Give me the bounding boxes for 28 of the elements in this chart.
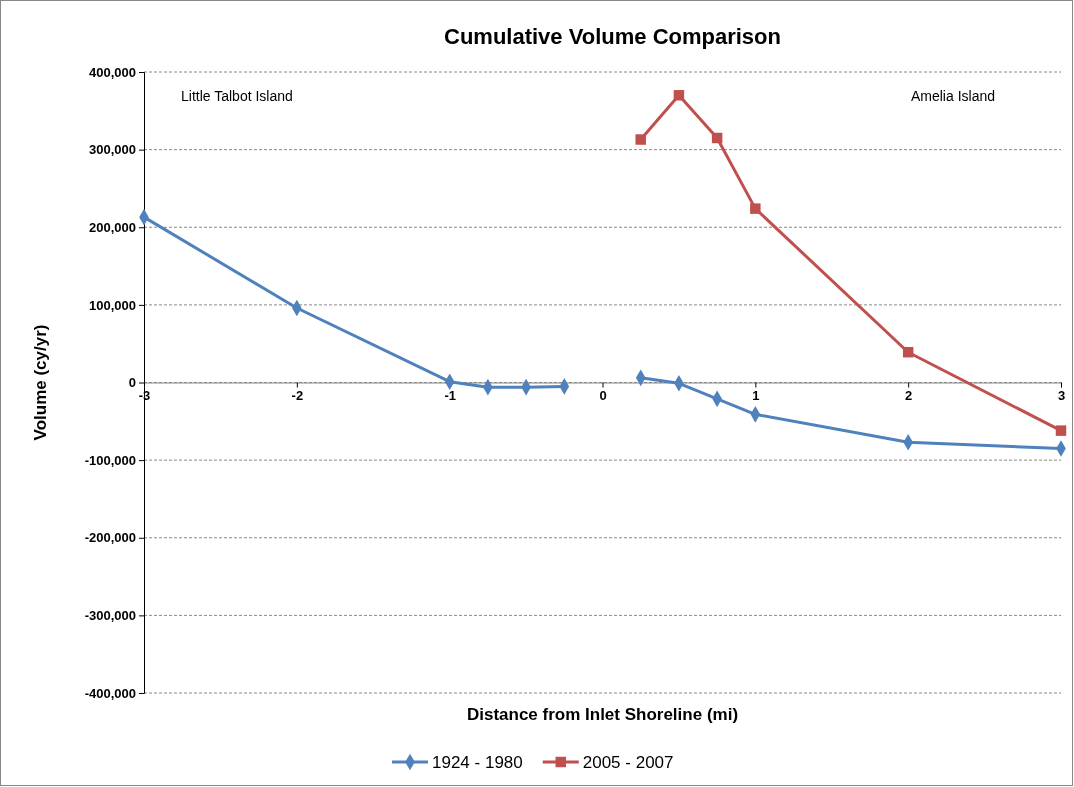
y-tick-label: -100,000: [84, 452, 136, 468]
point: [1055, 425, 1067, 436]
y-tick-label: -400,000: [84, 685, 136, 701]
y-tick-label: 100,000: [89, 297, 136, 313]
chart-title: Cumulative Volume Comparison: [444, 24, 781, 49]
x-tick-label: 0: [599, 387, 607, 403]
x-tick-label: -1: [444, 387, 456, 403]
y-tick-label: 200,000: [89, 219, 136, 235]
y-tick-label: 400,000: [89, 64, 136, 80]
point: [711, 132, 723, 144]
annotation: Little Talbot Island: [181, 88, 293, 104]
legend-label: 1924 - 1980: [432, 753, 523, 772]
x-axis-title: Distance from Inlet Shoreline (mi): [466, 705, 739, 724]
x-tick-label: 2: [905, 387, 913, 403]
point: [902, 346, 914, 358]
legend-label: 2005 - 2007: [582, 753, 674, 772]
point: [750, 203, 761, 214]
annotation: Amelia Island: [910, 88, 995, 104]
y-tick-label: 300,000: [89, 142, 136, 158]
x-tick-label: 3: [1057, 387, 1066, 403]
point: [635, 134, 646, 145]
y-axis-title: Volume (cy/yr): [31, 324, 50, 441]
x-tick-label: 1: [752, 387, 760, 403]
point: [673, 90, 685, 101]
y-tick-label: -200,000: [84, 530, 136, 546]
y-tick-label: -300,000: [84, 608, 136, 624]
x-tick-label: -2: [291, 387, 304, 403]
y-tick-label: 0: [128, 375, 136, 391]
